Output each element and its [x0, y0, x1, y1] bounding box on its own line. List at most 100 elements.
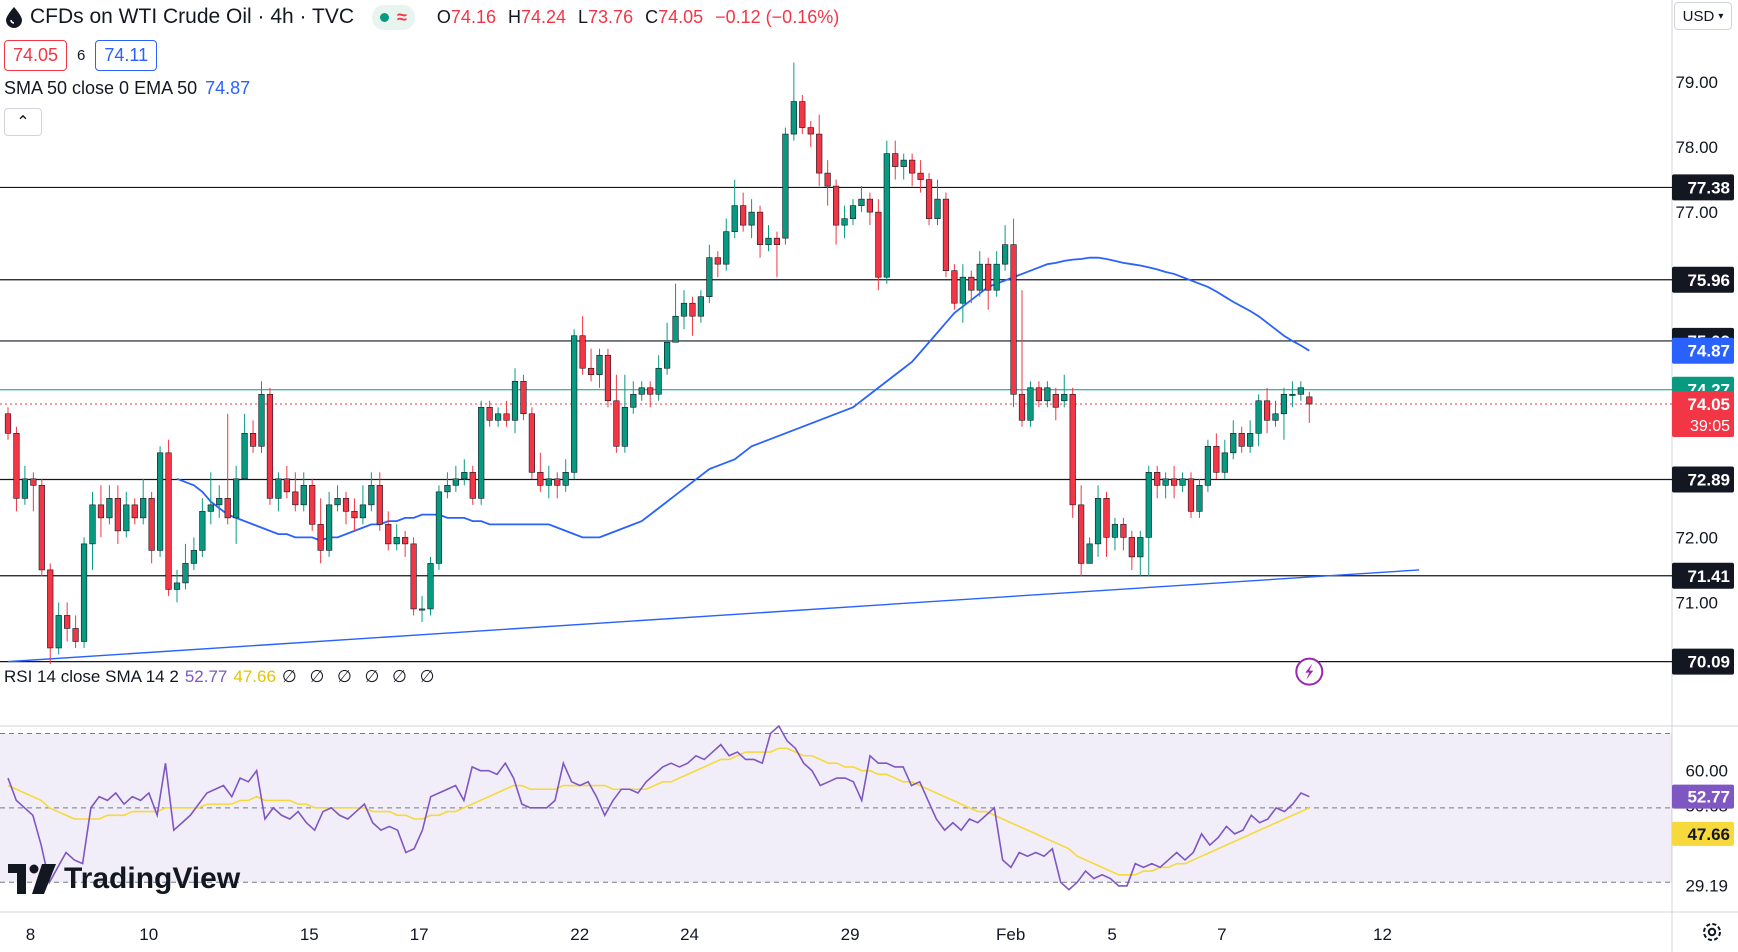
candle-body [435, 491, 443, 564]
rsi-sma-value-tag: 47.66 [1672, 821, 1734, 846]
candle-body [157, 452, 164, 551]
candle-body [604, 354, 612, 402]
candle-body [714, 257, 721, 265]
bar-countdown: 39:05 [1690, 418, 1730, 435]
rsi-indicator-label: RSI 14 close SMA 14 2 [4, 667, 179, 686]
candle-body [816, 133, 823, 174]
level-price-tag-bg [1672, 174, 1734, 201]
candle-body [317, 524, 324, 551]
candle-body [613, 400, 620, 447]
rsi-tick-label: 60.00 [1685, 762, 1728, 781]
candle-body [849, 205, 857, 219]
candle-body [418, 608, 426, 611]
trendline [7, 569, 1420, 663]
level-price-tag-text: 72.89 [1687, 470, 1730, 489]
candle-body [64, 615, 71, 629]
rsi-empty-values: ∅ ∅ ∅ ∅ ∅ ∅ [281, 667, 439, 686]
candle-body [925, 179, 933, 219]
level-price-tag-text: 77.38 [1687, 178, 1730, 197]
quote-row: 74.05 6 74.11 [4, 40, 158, 71]
chevron-up-icon: ⌃ [16, 114, 30, 131]
candle-body [410, 543, 417, 610]
candle-body [511, 380, 519, 421]
settings-gear-icon[interactable] [1700, 920, 1724, 944]
candle-body [663, 341, 671, 369]
candle-body [579, 335, 586, 369]
candle-body [900, 159, 907, 167]
candle-body [1027, 387, 1034, 421]
candle-body [959, 276, 966, 304]
candle-body [723, 231, 730, 265]
level-price-tag-bg [1672, 648, 1734, 675]
candle-body [731, 205, 738, 232]
price-tick-label: 79.00 [1675, 73, 1718, 92]
level-price-tag-bg [1672, 562, 1734, 589]
candle-body [655, 367, 662, 395]
candle-body [216, 498, 223, 506]
candle-body [1086, 543, 1093, 564]
ma-indicator-value: 74.87 [205, 78, 251, 98]
candle-body [207, 504, 214, 512]
candle-body [1154, 472, 1161, 486]
candle-body [571, 335, 578, 473]
ma-indicator-label: SMA 50 close 0 EMA 50 [4, 78, 198, 98]
candle-body [773, 237, 781, 245]
candle-body [140, 498, 147, 519]
ohlc-low: L73.76 [578, 6, 634, 27]
tradingview-logo-icon [8, 864, 56, 894]
rsi-value-tag: 52.77 [1672, 784, 1734, 809]
candle-body [131, 504, 138, 519]
level-price-tag-bg [1672, 266, 1734, 293]
alert-bolt-glyph [1305, 663, 1314, 680]
buy-price-button[interactable]: 74.11 [95, 40, 158, 71]
tradingview-logo[interactable]: TradingView [8, 862, 240, 896]
candle-body [934, 198, 941, 219]
ohlc-readout: O74.16 H74.24 L73.76 C74.05 −0.12 (−0.16… [437, 7, 839, 28]
candle-body [866, 198, 873, 213]
candle-body [799, 101, 806, 128]
candle-body [1078, 504, 1085, 564]
rsi-sma-value-tag-bg [1672, 821, 1734, 846]
ma-indicator-legend[interactable]: SMA 50 close 0 EMA 50 74.87 [4, 78, 250, 99]
rsi-indicator-legend[interactable]: RSI 14 close SMA 14 2 52.77 47.66 ∅ ∅ ∅ ∅ ∅… [0, 664, 443, 690]
candle-body [494, 413, 502, 421]
candle-body [30, 478, 37, 486]
candle-body [283, 478, 290, 493]
collapse-legend-button[interactable]: ⌃ [4, 108, 42, 136]
candle-body [968, 276, 975, 291]
candle-body [427, 563, 434, 610]
candle-body [1171, 478, 1178, 486]
candle-body [1196, 485, 1203, 512]
symbol-title[interactable]: CFDs on WTI Crude Oil · 4h · TVC [30, 5, 355, 28]
candle-body [342, 498, 350, 512]
market-status-badge[interactable]: ≈ [372, 4, 415, 30]
candle-body [123, 504, 130, 532]
currency-selector[interactable]: USD ▾ [1674, 2, 1732, 30]
candle-body [249, 433, 257, 447]
candle-body [756, 211, 764, 245]
candle-body [1306, 396, 1313, 405]
candle-body [832, 185, 840, 226]
candle-body [697, 296, 704, 317]
market-open-dot-icon [380, 12, 390, 22]
candle-body [942, 198, 950, 271]
rsi-value-tag-text: 52.77 [1687, 788, 1730, 807]
time-tick-label: 17 [410, 925, 429, 944]
candle-body [1297, 387, 1304, 395]
candle-body [1061, 393, 1068, 402]
candle-body [1111, 524, 1119, 538]
candle-body [537, 472, 544, 486]
rsi-sma-value: 47.66 [233, 667, 276, 686]
rsi-value-tag-bg [1672, 784, 1734, 809]
candle-body [748, 211, 755, 226]
candle-body [638, 387, 645, 395]
candle-body [858, 198, 865, 206]
candle-body [1221, 452, 1228, 473]
sell-price-button[interactable]: 74.05 [4, 40, 68, 71]
candle-body [647, 387, 654, 395]
ohlc-high: H74.24 [507, 6, 567, 27]
candle-body [740, 205, 747, 226]
candle-body [1187, 478, 1195, 512]
candle-body [1010, 244, 1017, 395]
